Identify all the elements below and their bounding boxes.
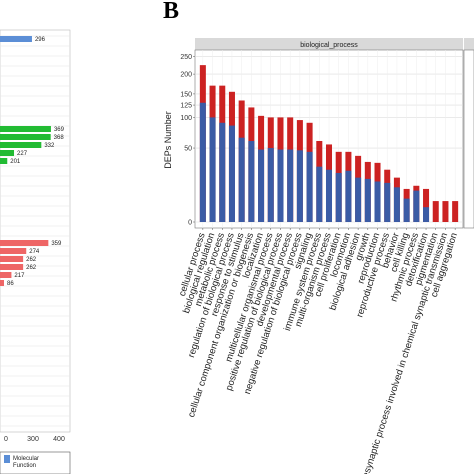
bar-blue [287,149,294,222]
left-bar [0,150,15,156]
left-plot-border [0,29,71,433]
bar-blue [209,117,216,222]
bar-blue [423,207,430,222]
y-axis-title: DEPs Number [163,111,173,169]
left-bar-value: 201 [10,159,21,165]
legend-label-line: Function [13,463,36,469]
left-bar [0,248,27,254]
bar-blue [258,149,265,222]
bar-blue [345,170,352,222]
bar-red [423,188,430,222]
left-x-tick-label: 0 [4,436,8,443]
left-bar [0,36,32,42]
left-legend-box [0,451,71,474]
bar-blue [306,151,313,222]
left-bar [0,264,24,270]
left-bar-value: 274 [29,249,40,255]
left-bar [0,158,8,164]
left-bar [0,280,4,286]
bar-blue [364,178,371,222]
left-legend: Molecular Function [0,451,71,474]
facet-strip [195,38,463,50]
bar-blue [238,137,245,222]
left-bar-value: 217 [14,273,25,279]
bar-blue [403,198,410,222]
left-bar [0,126,51,132]
left-bar-value: 262 [26,257,37,263]
bar-blue [384,182,391,222]
left-bar [0,272,12,278]
bar-blue [393,187,400,222]
facet-strip-next [464,38,474,50]
bar-blue [413,190,420,222]
right-y-ticks: 0 50 100 125 150 200 250 [180,54,195,227]
bar-red [442,201,449,222]
y-tick-label: 250 [180,54,192,61]
left-bar-value: 332 [44,143,55,149]
left-bars [0,36,51,286]
left-x-tick-label: 300 [27,436,39,443]
left-x-ticks: 0 300 400 [4,436,65,443]
legend-label-line: Molecular [13,456,39,462]
bar-blue [219,122,226,222]
left-bar-value: 262 [26,265,37,271]
left-bar-value: 368 [54,135,65,141]
bar-red [452,201,459,222]
plot-area-next [463,49,474,229]
left-bar-value: 86 [7,281,14,287]
bar-blue [248,140,255,222]
left-bar-value: 359 [51,241,62,247]
left-bar-value: 296 [35,37,46,43]
bar-red [432,201,439,222]
left-bar [0,134,51,140]
y-tick-label: 50 [184,146,192,153]
bar-blue [325,169,333,222]
legend-label: Molecular Function [13,456,39,469]
bar-blue [355,177,362,222]
legend-swatch [4,455,10,463]
bar-blue [277,149,284,222]
right-bar-chart: biological_process 0 50 100 125 150 200 250 ce… [163,38,474,474]
y-tick-label: 100 [180,115,192,122]
left-bar [0,240,49,246]
y-tick-label: 150 [180,91,192,98]
right-bars [199,65,459,223]
facet-strip-label: biological_process [300,42,358,49]
bar-blue [267,148,274,222]
left-bar-value: 369 [54,127,65,133]
bar-blue [199,102,206,222]
left-bar [0,142,42,148]
bar-blue [228,125,235,222]
bar-blue [374,181,381,222]
left-bar-value: 227 [17,151,28,157]
bar-blue [296,150,303,222]
y-tick-label: 200 [180,72,192,79]
left-x-tick-label: 400 [53,436,65,443]
panel-label-b: B [163,0,180,24]
bar-blue [335,172,342,222]
bar-blue [316,166,323,222]
y-tick-label: 125 [180,103,192,110]
y-tick-label: 0 [188,220,192,227]
left-bar [0,256,24,262]
